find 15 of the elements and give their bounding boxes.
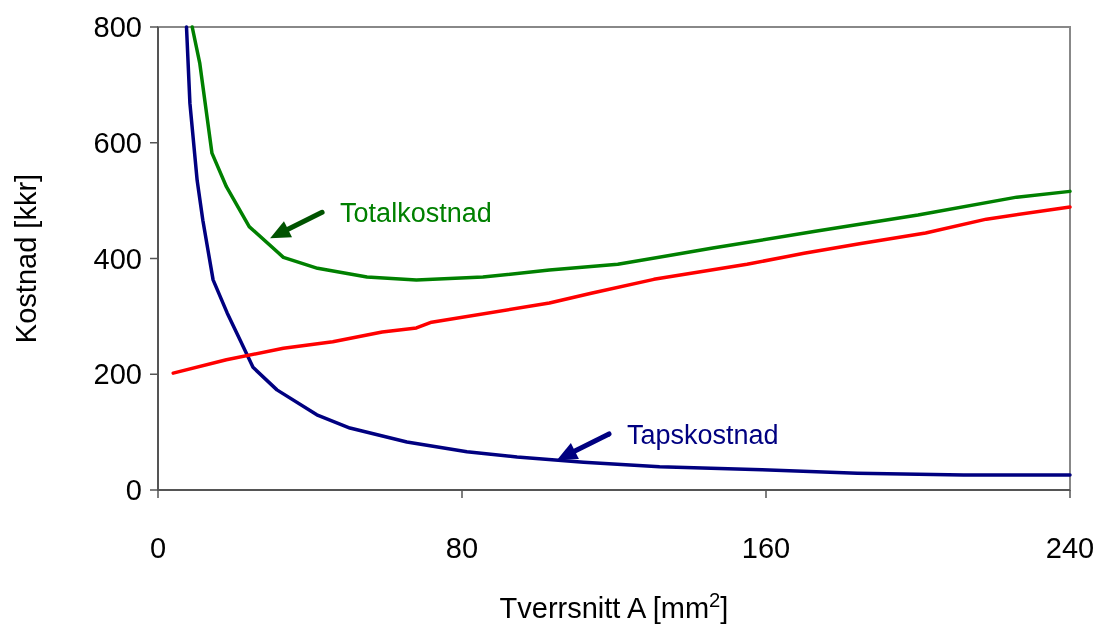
y-tick-label: 400 xyxy=(93,242,142,275)
x-tick-label: 240 xyxy=(1045,532,1095,564)
x-tick-label: 0 xyxy=(149,532,167,564)
line-series xyxy=(184,25,1072,477)
x-tick-label: 160 xyxy=(741,532,791,564)
annotation: Totalkostnad xyxy=(340,198,492,229)
y-tick-label: 800 xyxy=(93,11,142,43)
annotation: Tapskostnad xyxy=(627,419,779,450)
y-tick-label: 200 xyxy=(93,358,142,391)
x-tick-label: 80 xyxy=(445,532,479,564)
x-axis-title: Tverrsnitt A [mm$^{2}$] xyxy=(499,589,729,624)
y-tick-label: 600 xyxy=(93,126,142,159)
line-series xyxy=(190,25,1072,282)
y-axis-title: Kostnad [kkr] xyxy=(10,173,42,344)
y-tick-label: 0 xyxy=(125,474,142,506)
